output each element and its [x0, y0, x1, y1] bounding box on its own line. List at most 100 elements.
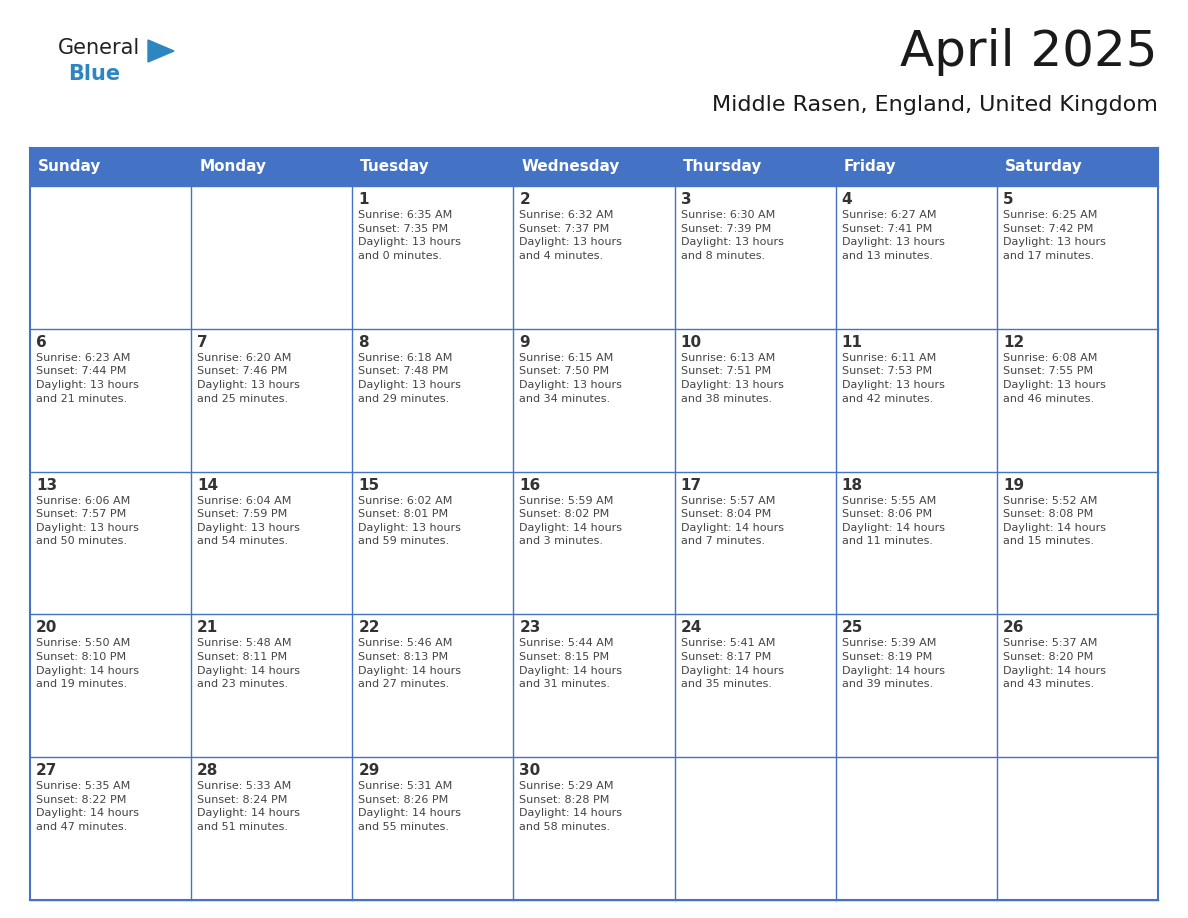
Text: 2: 2 [519, 192, 530, 207]
Text: Middle Rasen, England, United Kingdom: Middle Rasen, England, United Kingdom [712, 95, 1158, 115]
Text: Sunrise: 5:37 AM
Sunset: 8:20 PM
Daylight: 14 hours
and 43 minutes.: Sunrise: 5:37 AM Sunset: 8:20 PM Dayligh… [1003, 638, 1106, 689]
Text: 30: 30 [519, 763, 541, 778]
Bar [513, 757, 675, 900]
Text: 13: 13 [36, 477, 57, 493]
Text: Sunrise: 6:30 AM
Sunset: 7:39 PM
Daylight: 13 hours
and 8 minutes.: Sunrise: 6:30 AM Sunset: 7:39 PM Dayligh… [681, 210, 783, 261]
Text: Sunrise: 6:18 AM
Sunset: 7:48 PM
Daylight: 13 hours
and 29 minutes.: Sunrise: 6:18 AM Sunset: 7:48 PM Dayligh… [359, 353, 461, 404]
Bar [997, 472, 1158, 614]
Text: Sunrise: 5:50 AM
Sunset: 8:10 PM
Daylight: 14 hours
and 19 minutes.: Sunrise: 5:50 AM Sunset: 8:10 PM Dayligh… [36, 638, 139, 689]
Text: Monday: Monday [200, 160, 266, 174]
Text: Blue: Blue [68, 64, 120, 84]
Bar [191, 472, 353, 614]
Text: 26: 26 [1003, 621, 1024, 635]
Text: Sunrise: 5:57 AM
Sunset: 8:04 PM
Daylight: 14 hours
and 7 minutes.: Sunrise: 5:57 AM Sunset: 8:04 PM Dayligh… [681, 496, 784, 546]
Text: 25: 25 [842, 621, 864, 635]
Bar [675, 472, 835, 614]
Text: Tuesday: Tuesday [360, 160, 430, 174]
Bar [675, 614, 835, 757]
Bar [353, 186, 513, 329]
Text: Friday: Friday [843, 160, 896, 174]
Polygon shape [148, 40, 173, 62]
Bar [30, 614, 191, 757]
Text: Sunrise: 6:35 AM
Sunset: 7:35 PM
Daylight: 13 hours
and 0 minutes.: Sunrise: 6:35 AM Sunset: 7:35 PM Dayligh… [359, 210, 461, 261]
Text: 24: 24 [681, 621, 702, 635]
Text: 27: 27 [36, 763, 57, 778]
Text: Sunrise: 5:48 AM
Sunset: 8:11 PM
Daylight: 14 hours
and 23 minutes.: Sunrise: 5:48 AM Sunset: 8:11 PM Dayligh… [197, 638, 301, 689]
Text: Sunrise: 6:32 AM
Sunset: 7:37 PM
Daylight: 13 hours
and 4 minutes.: Sunrise: 6:32 AM Sunset: 7:37 PM Dayligh… [519, 210, 623, 261]
Bar [835, 186, 997, 329]
Text: 18: 18 [842, 477, 862, 493]
Text: April 2025: April 2025 [901, 28, 1158, 76]
Bar [191, 757, 353, 900]
Text: Sunrise: 5:46 AM
Sunset: 8:13 PM
Daylight: 14 hours
and 27 minutes.: Sunrise: 5:46 AM Sunset: 8:13 PM Dayligh… [359, 638, 461, 689]
Bar [30, 329, 191, 472]
Text: 5: 5 [1003, 192, 1013, 207]
Text: Sunrise: 5:59 AM
Sunset: 8:02 PM
Daylight: 14 hours
and 3 minutes.: Sunrise: 5:59 AM Sunset: 8:02 PM Dayligh… [519, 496, 623, 546]
Text: 3: 3 [681, 192, 691, 207]
Bar [30, 757, 191, 900]
Text: 8: 8 [359, 335, 369, 350]
Text: 1: 1 [359, 192, 368, 207]
Bar [353, 614, 513, 757]
Text: Sunrise: 6:20 AM
Sunset: 7:46 PM
Daylight: 13 hours
and 25 minutes.: Sunrise: 6:20 AM Sunset: 7:46 PM Dayligh… [197, 353, 301, 404]
Text: 21: 21 [197, 621, 219, 635]
Text: 29: 29 [359, 763, 380, 778]
Text: 19: 19 [1003, 477, 1024, 493]
Text: 11: 11 [842, 335, 862, 350]
Text: Sunrise: 5:31 AM
Sunset: 8:26 PM
Daylight: 14 hours
and 55 minutes.: Sunrise: 5:31 AM Sunset: 8:26 PM Dayligh… [359, 781, 461, 832]
Text: 10: 10 [681, 335, 702, 350]
Text: 6: 6 [36, 335, 46, 350]
Bar [353, 757, 513, 900]
Bar [513, 614, 675, 757]
Text: Sunrise: 5:35 AM
Sunset: 8:22 PM
Daylight: 14 hours
and 47 minutes.: Sunrise: 5:35 AM Sunset: 8:22 PM Dayligh… [36, 781, 139, 832]
Bar [997, 614, 1158, 757]
Bar [30, 472, 191, 614]
Text: Sunrise: 6:04 AM
Sunset: 7:59 PM
Daylight: 13 hours
and 54 minutes.: Sunrise: 6:04 AM Sunset: 7:59 PM Dayligh… [197, 496, 301, 546]
Bar [30, 148, 1158, 186]
Text: Sunrise: 5:41 AM
Sunset: 8:17 PM
Daylight: 14 hours
and 35 minutes.: Sunrise: 5:41 AM Sunset: 8:17 PM Dayligh… [681, 638, 784, 689]
Bar [835, 757, 997, 900]
Text: Sunrise: 5:29 AM
Sunset: 8:28 PM
Daylight: 14 hours
and 58 minutes.: Sunrise: 5:29 AM Sunset: 8:28 PM Dayligh… [519, 781, 623, 832]
Text: Sunrise: 6:15 AM
Sunset: 7:50 PM
Daylight: 13 hours
and 34 minutes.: Sunrise: 6:15 AM Sunset: 7:50 PM Dayligh… [519, 353, 623, 404]
Text: 17: 17 [681, 477, 702, 493]
Text: Sunrise: 5:39 AM
Sunset: 8:19 PM
Daylight: 14 hours
and 39 minutes.: Sunrise: 5:39 AM Sunset: 8:19 PM Dayligh… [842, 638, 944, 689]
Text: Sunrise: 5:44 AM
Sunset: 8:15 PM
Daylight: 14 hours
and 31 minutes.: Sunrise: 5:44 AM Sunset: 8:15 PM Dayligh… [519, 638, 623, 689]
Text: Sunrise: 6:27 AM
Sunset: 7:41 PM
Daylight: 13 hours
and 13 minutes.: Sunrise: 6:27 AM Sunset: 7:41 PM Dayligh… [842, 210, 944, 261]
Text: 20: 20 [36, 621, 57, 635]
Text: 9: 9 [519, 335, 530, 350]
Text: Sunrise: 6:23 AM
Sunset: 7:44 PM
Daylight: 13 hours
and 21 minutes.: Sunrise: 6:23 AM Sunset: 7:44 PM Dayligh… [36, 353, 139, 404]
Text: 7: 7 [197, 335, 208, 350]
Bar [675, 329, 835, 472]
Text: Sunrise: 5:52 AM
Sunset: 8:08 PM
Daylight: 14 hours
and 15 minutes.: Sunrise: 5:52 AM Sunset: 8:08 PM Dayligh… [1003, 496, 1106, 546]
Text: Saturday: Saturday [1005, 160, 1082, 174]
Text: Sunrise: 5:55 AM
Sunset: 8:06 PM
Daylight: 14 hours
and 11 minutes.: Sunrise: 5:55 AM Sunset: 8:06 PM Dayligh… [842, 496, 944, 546]
Bar [191, 614, 353, 757]
Text: Sunrise: 6:08 AM
Sunset: 7:55 PM
Daylight: 13 hours
and 46 minutes.: Sunrise: 6:08 AM Sunset: 7:55 PM Dayligh… [1003, 353, 1106, 404]
Bar [997, 757, 1158, 900]
Text: 16: 16 [519, 477, 541, 493]
Bar [353, 329, 513, 472]
Text: 15: 15 [359, 477, 379, 493]
Text: Sunrise: 6:11 AM
Sunset: 7:53 PM
Daylight: 13 hours
and 42 minutes.: Sunrise: 6:11 AM Sunset: 7:53 PM Dayligh… [842, 353, 944, 404]
Bar [997, 186, 1158, 329]
Text: 22: 22 [359, 621, 380, 635]
Text: Sunrise: 6:13 AM
Sunset: 7:51 PM
Daylight: 13 hours
and 38 minutes.: Sunrise: 6:13 AM Sunset: 7:51 PM Dayligh… [681, 353, 783, 404]
Bar [513, 186, 675, 329]
Text: 4: 4 [842, 192, 852, 207]
Bar [513, 329, 675, 472]
Text: Thursday: Thursday [683, 160, 762, 174]
Text: 28: 28 [197, 763, 219, 778]
Text: Sunrise: 6:02 AM
Sunset: 8:01 PM
Daylight: 13 hours
and 59 minutes.: Sunrise: 6:02 AM Sunset: 8:01 PM Dayligh… [359, 496, 461, 546]
Bar [835, 614, 997, 757]
Bar [513, 472, 675, 614]
Bar [191, 329, 353, 472]
Bar [675, 186, 835, 329]
Bar [835, 329, 997, 472]
Bar [30, 186, 191, 329]
Bar [191, 186, 353, 329]
Text: Sunrise: 6:06 AM
Sunset: 7:57 PM
Daylight: 13 hours
and 50 minutes.: Sunrise: 6:06 AM Sunset: 7:57 PM Dayligh… [36, 496, 139, 546]
Text: General: General [58, 38, 140, 58]
Text: 12: 12 [1003, 335, 1024, 350]
Text: Wednesday: Wednesday [522, 160, 620, 174]
Text: Sunday: Sunday [38, 160, 101, 174]
